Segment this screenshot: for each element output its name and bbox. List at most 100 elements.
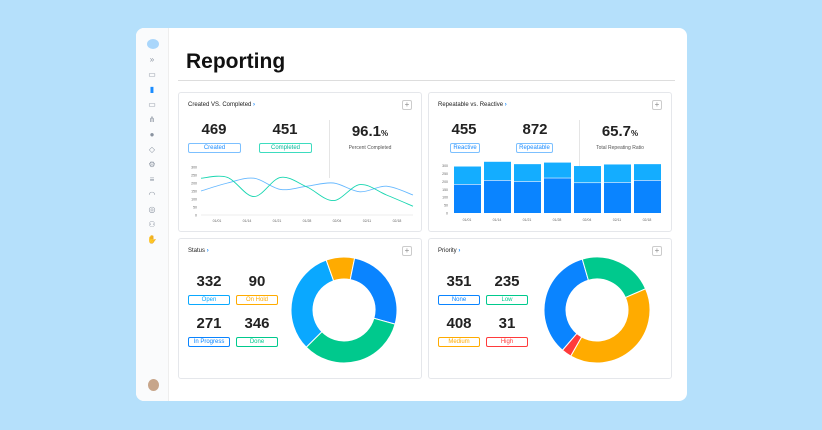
bar-segment	[484, 180, 511, 213]
panel-title[interactable]: Created VS. Completed ›	[188, 102, 255, 108]
panel-title-text: Priority	[438, 248, 457, 254]
x-tick-label: 01/14	[493, 218, 502, 222]
bar-segment	[484, 161, 511, 181]
line-chart: 0 50 100 150 200 250 300 01/01 01/14 01/21 01/28 02…	[191, 166, 414, 223]
panel-title[interactable]: Repeatable vs. Reactive ›	[438, 102, 507, 108]
stat-value: 31	[498, 315, 516, 332]
bar-segment	[604, 182, 631, 213]
repeatable-count: 872	[522, 121, 548, 138]
repeating-ratio: 65.7%	[575, 123, 665, 140]
x-tick-label: 01/01	[213, 219, 222, 223]
y-tick-label: 0	[195, 214, 197, 218]
y-tick-label: 300	[191, 166, 197, 170]
y-tick-label: 150	[191, 190, 197, 194]
panel-title-text: Created VS. Completed	[188, 102, 252, 108]
stat-value: 90	[248, 273, 266, 290]
status-panel: Status › + 332 Open 90 On Hold 271 In Progres…	[178, 238, 422, 379]
chevron-right-icon: ›	[458, 248, 461, 254]
priority-donut-chart	[543, 256, 651, 364]
x-tick-label: 02/11	[363, 219, 372, 223]
logo[interactable]	[147, 39, 159, 49]
bar-segment	[574, 166, 601, 183]
line-series-1	[200, 175, 414, 207]
y-tick-label: 200	[191, 182, 197, 186]
stat-tag[interactable]: Done	[236, 337, 278, 347]
x-tick-label: 01/28	[303, 219, 312, 223]
stat-tag[interactable]: Open	[188, 295, 230, 305]
location-icon[interactable]: ◎	[148, 205, 156, 214]
list-icon[interactable]: ≡	[149, 175, 155, 184]
percent-completed: 96.1%	[325, 123, 415, 140]
stat-value: 271	[196, 315, 222, 332]
app-window: » ▭ ▮ ▭ ⋔ ● ◇ ⚙ ≡ ◠ ◎ ⚇ ✋ Reporting Crea…	[136, 28, 687, 401]
y-tick-label: 300	[442, 164, 448, 168]
tag-icon[interactable]: ◇	[148, 145, 156, 154]
add-button[interactable]: +	[652, 100, 662, 110]
y-tick-label: 250	[191, 174, 197, 178]
bar-segment	[544, 162, 571, 178]
add-button[interactable]: +	[402, 246, 412, 256]
reports-icon[interactable]: ▮	[149, 85, 155, 94]
add-button[interactable]: +	[402, 100, 412, 110]
bar-segment	[454, 184, 481, 213]
donut-slice-low[interactable]	[581, 256, 647, 299]
donut-slice-high[interactable]	[561, 332, 583, 357]
donut-slice-open[interactable]	[290, 259, 335, 348]
expand-icon[interactable]: »	[149, 55, 155, 64]
divider	[579, 120, 580, 178]
stat-tag[interactable]: Medium	[438, 337, 480, 347]
x-tick-label: 01/28	[553, 218, 562, 222]
stat-tag[interactable]: None	[438, 295, 480, 305]
chat-icon[interactable]: ●	[149, 130, 155, 139]
chevron-right-icon: ›	[504, 102, 507, 108]
donut-slice-done[interactable]	[305, 317, 396, 364]
y-tick-label: 100	[191, 198, 197, 202]
add-button[interactable]: +	[652, 246, 662, 256]
page-title: Reporting	[186, 50, 286, 73]
org-chart-icon[interactable]: ⋔	[148, 115, 156, 124]
percent-label: Total Repeating Ratio	[596, 145, 644, 151]
x-tick-label: 01/01	[463, 218, 472, 222]
stat-tag[interactable]: High	[486, 337, 528, 347]
bar-chart: 0 50 100 150 200 250 300 01/01 01/14 01/21 01/28 02…	[442, 161, 661, 222]
x-tick-label: 01/21	[273, 219, 282, 223]
panel-title-text: Repeatable vs. Reactive	[438, 102, 504, 108]
panel-title[interactable]: Status ›	[188, 248, 209, 254]
panel-title-text: Status	[188, 248, 206, 254]
settings-icon[interactable]: ⚙	[148, 160, 156, 169]
inbox-icon[interactable]: ▭	[148, 70, 156, 79]
hand-icon[interactable]: ✋	[147, 235, 157, 244]
completed-tag[interactable]: Completed	[259, 143, 312, 153]
y-tick-label: 50	[444, 204, 448, 208]
divider	[178, 80, 675, 81]
x-tick-label: 02/18	[643, 218, 652, 222]
avatar[interactable]	[148, 379, 159, 391]
gauge-icon[interactable]: ◠	[148, 190, 156, 199]
donut-slice-medium[interactable]	[570, 288, 651, 364]
mail-icon[interactable]: ▭	[148, 100, 156, 109]
created-vs-completed-panel: Created VS. Completed › + 469 Created 45…	[178, 92, 422, 232]
users-icon[interactable]: ⚇	[148, 220, 156, 229]
stat-tag[interactable]: On Hold	[236, 295, 278, 305]
repeatable-vs-reactive-panel: Repeatable vs. Reactive › + 455 Reactive…	[428, 92, 672, 232]
created-tag[interactable]: Created	[188, 143, 241, 153]
x-tick-label: 02/04	[583, 218, 592, 222]
stat-tag[interactable]: Low	[486, 295, 528, 305]
stat-tag[interactable]: In Progress	[188, 337, 230, 347]
percent-value: 65.7	[601, 123, 632, 140]
x-tick-label: 02/04	[333, 219, 342, 223]
donut-slice-in-progress[interactable]	[349, 257, 398, 325]
panel-title[interactable]: Priority ›	[438, 248, 460, 254]
chevron-right-icon: ›	[253, 102, 256, 108]
y-tick-label: 150	[442, 188, 448, 192]
bar-segment	[544, 178, 571, 213]
stat-value: 351	[446, 273, 472, 290]
y-tick-label: 0	[446, 212, 448, 216]
bar-segment	[604, 164, 631, 183]
bar-segment	[634, 180, 661, 213]
reactive-tag[interactable]: Reactive	[450, 143, 480, 153]
stat-value: 332	[196, 273, 222, 290]
repeatable-tag[interactable]: Repeatable	[516, 143, 553, 153]
x-tick-label: 02/11	[613, 218, 622, 222]
line-series-0	[200, 177, 414, 196]
